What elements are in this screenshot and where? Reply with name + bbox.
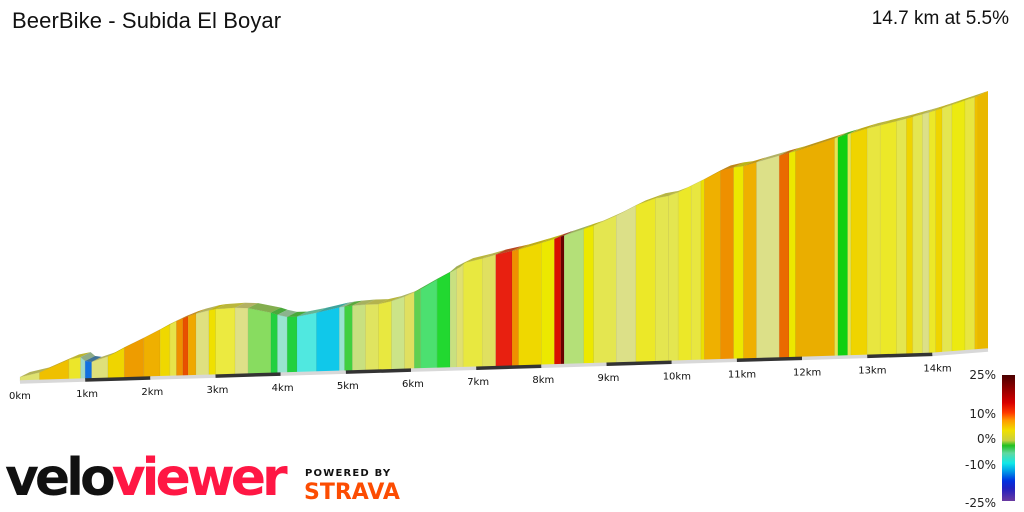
- km-tick-label: 12km: [793, 367, 821, 378]
- legend-label-min: -25%: [964, 496, 996, 510]
- powered-by-label: POWERED BY: [305, 468, 392, 479]
- km-tick-label: 13km: [858, 365, 886, 376]
- km-tick-label: 7km: [467, 377, 489, 388]
- km-tick-label: 14km: [923, 363, 951, 374]
- gradient-segments: [19, 95, 979, 382]
- legend-label-max: 25%: [969, 368, 996, 382]
- km-tick-label: 3km: [207, 385, 229, 396]
- legend-label-10: 10%: [969, 407, 996, 421]
- route-summary: 14.7 km at 5.5%: [871, 8, 1009, 29]
- logo-velo-text: velo: [5, 448, 116, 508]
- km-tick-label: 10km: [663, 371, 691, 382]
- km-tick-labels: 0km 1km 2km 3km 4km 5km 6km 7km 8km 9km 10km 11km 12…: [9, 363, 952, 402]
- veloviewer-logo[interactable]: veloviewer: [5, 452, 288, 504]
- gradient-color-scale: [1002, 375, 1015, 501]
- km-tick-label: 0km: [9, 391, 31, 402]
- km-tick-label: 1km: [76, 389, 98, 400]
- distance-axis: [19, 348, 989, 384]
- strava-logo[interactable]: STRAVA: [304, 480, 400, 505]
- km-tick-label: 8km: [532, 375, 554, 386]
- km-tick-label: 6km: [402, 379, 424, 390]
- km-tick-label: 9km: [598, 373, 620, 384]
- km-tick-label: 2km: [141, 387, 163, 398]
- profile-top-edge: [20, 91, 988, 377]
- km-tick-label: 11km: [728, 369, 756, 380]
- activity-title: BeerBike - Subida El Boyar: [12, 8, 282, 33]
- legend-label-0: 0%: [976, 432, 996, 446]
- km-tick-label: 5km: [337, 381, 359, 392]
- km-tick-label: 4km: [272, 383, 294, 394]
- legend-label-neg10: -10%: [964, 458, 996, 472]
- logo-viewer-text: viewer: [111, 448, 288, 508]
